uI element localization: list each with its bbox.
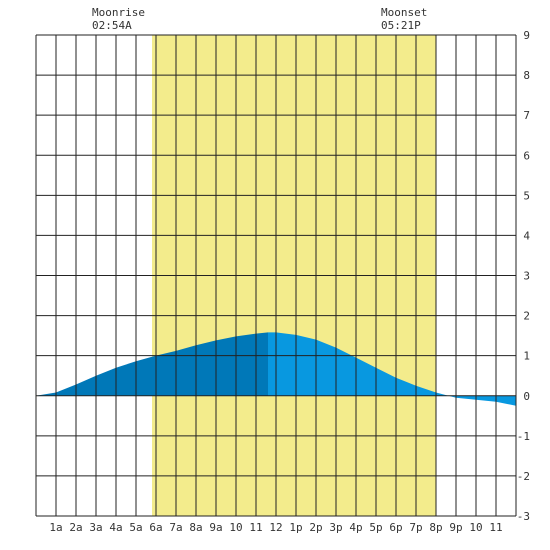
moonrise-time: 02:54A bbox=[92, 19, 132, 32]
x-tick-label: 9p bbox=[449, 521, 462, 534]
tide-area-layer bbox=[36, 332, 516, 406]
x-tick-labels: 1a 2a 3a 4a 5a 6a 7a 8a 9a 10 11 12 1p 2p 3p 4p 5p 6p 7p 8p… bbox=[49, 521, 502, 534]
tide-area-after-noon bbox=[268, 332, 516, 406]
y-tick-label: -1 bbox=[517, 430, 530, 443]
x-tick-label: 6a bbox=[149, 521, 162, 534]
moonrise-label: Moonrise bbox=[92, 6, 145, 19]
x-tick-label: 3a bbox=[89, 521, 102, 534]
x-tick-label: 1a bbox=[49, 521, 62, 534]
x-tick-label: 11 bbox=[489, 521, 502, 534]
x-tick-label: 7p bbox=[409, 521, 422, 534]
moonset-time: 05:21P bbox=[381, 19, 421, 32]
tide-area-before-noon bbox=[36, 332, 268, 396]
moonset-label: Moonset bbox=[381, 6, 427, 19]
x-tick-label: 12 bbox=[269, 521, 282, 534]
x-tick-label: 5p bbox=[369, 521, 382, 534]
x-tick-label: 3p bbox=[329, 521, 342, 534]
x-tick-label: 9a bbox=[209, 521, 222, 534]
y-tick-label: 3 bbox=[523, 270, 530, 283]
x-tick-label: 4a bbox=[109, 521, 122, 534]
x-tick-label: 4p bbox=[349, 521, 362, 534]
y-tick-label: -2 bbox=[517, 470, 530, 483]
x-tick-label: 8a bbox=[189, 521, 202, 534]
x-tick-label: 5a bbox=[129, 521, 142, 534]
moonset-annotation: Moonset 05:21P bbox=[381, 6, 427, 32]
y-tick-label: 0 bbox=[523, 390, 530, 403]
x-tick-label: 8p bbox=[429, 521, 442, 534]
x-tick-label: 10 bbox=[229, 521, 242, 534]
y-tick-labels: 9 8 7 6 5 4 3 2 1 0 -1 -2 -3 bbox=[517, 29, 531, 523]
y-tick-label: 1 bbox=[523, 350, 530, 363]
y-tick-label: -3 bbox=[517, 510, 530, 523]
x-tick-label: 7a bbox=[169, 521, 182, 534]
x-tick-label: 11 bbox=[249, 521, 262, 534]
y-tick-label: 6 bbox=[523, 149, 530, 162]
moonrise-annotation: Moonrise 02:54A bbox=[92, 6, 145, 32]
y-tick-label: 9 bbox=[523, 29, 530, 42]
y-tick-label: 4 bbox=[523, 229, 530, 242]
x-tick-label: 2p bbox=[309, 521, 322, 534]
x-tick-label: 10 bbox=[469, 521, 482, 534]
y-tick-label: 8 bbox=[523, 69, 530, 82]
x-tick-label: 6p bbox=[389, 521, 402, 534]
y-tick-label: 5 bbox=[523, 189, 530, 202]
y-tick-label: 2 bbox=[523, 310, 530, 323]
grid-layer bbox=[35, 34, 517, 517]
y-tick-label: 7 bbox=[523, 109, 530, 122]
x-tick-label: 2a bbox=[69, 521, 82, 534]
x-tick-label: 1p bbox=[289, 521, 302, 534]
